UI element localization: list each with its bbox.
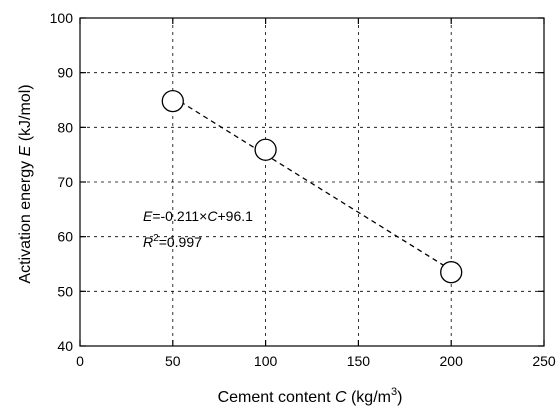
r-squared: R2=0.997 bbox=[143, 233, 202, 250]
x-tick-label: 250 bbox=[532, 353, 556, 369]
data-point bbox=[161, 89, 184, 113]
x-axis-title: Cement content C (kg/m3) bbox=[218, 386, 403, 406]
x-tick-label: 100 bbox=[254, 353, 278, 369]
y-tick-label: 40 bbox=[57, 338, 73, 354]
x-tick-label: 0 bbox=[76, 353, 84, 369]
fit-line-layer bbox=[172, 96, 452, 271]
y-tick-label: 100 bbox=[50, 10, 74, 26]
y-tick-label: 60 bbox=[57, 229, 73, 245]
x-tick-label: 50 bbox=[165, 353, 181, 369]
data-point bbox=[440, 261, 463, 284]
axis-ticks: 0 50 100 150 200 250 40 50 60 70 80 90 100 bbox=[50, 10, 556, 369]
data-point bbox=[254, 138, 277, 161]
x-tick-label: 150 bbox=[347, 353, 371, 369]
y-tick-label: 50 bbox=[57, 283, 73, 299]
data-points bbox=[161, 89, 463, 284]
fit-equation: E=-0.211×C+96.1 bbox=[143, 208, 253, 224]
fit-line bbox=[172, 96, 452, 271]
y-tick-label: 90 bbox=[57, 65, 73, 81]
x-tick-label: 200 bbox=[440, 353, 464, 369]
y-tick-label: 80 bbox=[57, 119, 73, 135]
y-axis-title: Activation energy E (kJ/mol) bbox=[17, 84, 34, 283]
grid-lines bbox=[80, 18, 544, 346]
y-tick-label: 70 bbox=[57, 174, 73, 190]
